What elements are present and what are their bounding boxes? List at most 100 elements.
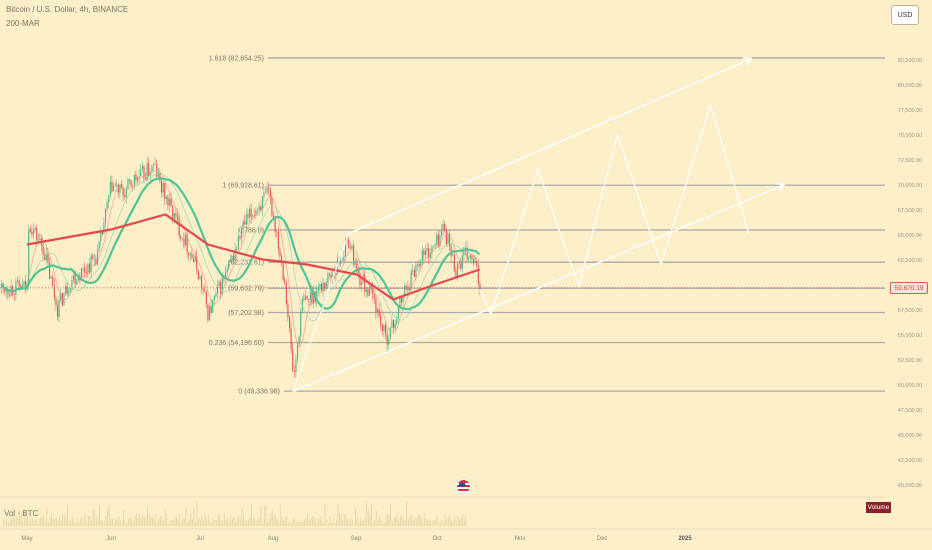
volume-bar xyxy=(126,522,128,526)
volume-bar xyxy=(116,519,118,526)
candle-body xyxy=(367,289,369,296)
candle-body xyxy=(389,327,391,339)
volume-bar xyxy=(388,514,390,526)
candle-body xyxy=(17,280,19,281)
time-axis-label: Jun xyxy=(106,536,116,542)
volume-bar xyxy=(348,521,350,526)
candle-body xyxy=(97,250,99,265)
volume-bar xyxy=(163,520,164,526)
price-axis-label: 65,000.00 xyxy=(898,233,922,239)
volume-bar xyxy=(236,519,238,526)
us-flag-icon[interactable] xyxy=(456,479,471,494)
volume-bar xyxy=(263,506,265,526)
volume-bar xyxy=(302,521,304,526)
candle-body xyxy=(268,187,270,189)
ma-200-line xyxy=(26,213,481,301)
volume-bar xyxy=(249,514,251,526)
candle-body xyxy=(250,208,252,217)
candle-body xyxy=(260,206,262,211)
candle-body xyxy=(324,282,326,289)
volume-bar xyxy=(265,504,267,526)
candle-body xyxy=(159,172,161,181)
volume-bar xyxy=(339,513,340,526)
volume-bar xyxy=(39,518,41,526)
candle-body xyxy=(241,229,243,239)
volume-bar xyxy=(153,517,155,526)
volume-bar xyxy=(414,517,416,526)
fib-label: 0.786 (6 xyxy=(238,228,264,235)
candle-body xyxy=(263,192,265,197)
candle-body xyxy=(175,212,177,216)
price-axis-label: 77,500.00 xyxy=(898,108,922,114)
volume-bar xyxy=(175,514,177,526)
time-axis-label: May xyxy=(21,536,32,542)
volume-bar xyxy=(404,519,406,526)
volume-bar xyxy=(73,520,75,526)
volume-bar xyxy=(52,518,54,526)
moving-averages xyxy=(0,168,481,348)
candle-body xyxy=(413,270,415,277)
volume-bar xyxy=(182,518,184,526)
volume-bar xyxy=(135,513,137,526)
candle-body xyxy=(93,258,95,260)
candle-body xyxy=(137,177,139,181)
candle-body xyxy=(92,255,94,260)
candle-body xyxy=(455,271,457,278)
candle-body xyxy=(100,231,102,242)
candle-body xyxy=(220,282,222,294)
candle-body xyxy=(36,228,38,240)
volume-bar xyxy=(374,520,376,526)
candle-body xyxy=(361,282,363,286)
candle-body xyxy=(244,221,246,225)
candle-body xyxy=(57,304,59,317)
candle-body xyxy=(197,269,199,280)
candle-body xyxy=(420,263,422,267)
volume-bar xyxy=(185,507,187,526)
volume-bar xyxy=(217,513,219,526)
candle-body xyxy=(463,250,465,256)
candle-body xyxy=(282,262,284,281)
volume-bar xyxy=(129,517,131,526)
candle-body xyxy=(385,324,387,334)
volume-bar xyxy=(457,515,459,526)
indicator-label[interactable]: 200-MAR xyxy=(6,19,40,28)
volume-bar xyxy=(420,516,422,526)
volume-bar xyxy=(49,516,51,526)
candle-body xyxy=(269,188,271,198)
candle-body xyxy=(452,254,454,256)
volume-bar xyxy=(151,515,153,526)
candle-body xyxy=(476,260,478,266)
volume-bar xyxy=(167,522,169,526)
volume-bar xyxy=(281,516,283,526)
volume-bar xyxy=(435,519,436,526)
volume-bar xyxy=(193,507,195,526)
currency-button[interactable]: USD xyxy=(891,5,919,25)
volume-bar xyxy=(315,518,316,526)
volume-bar xyxy=(201,515,203,526)
volume-bar xyxy=(28,521,30,526)
volume-bar xyxy=(345,514,347,526)
volume-bar xyxy=(371,504,372,526)
candle-body xyxy=(162,182,164,193)
volume-bar xyxy=(6,518,8,526)
candle-body xyxy=(133,174,135,187)
candle-body xyxy=(295,359,297,372)
candle-body xyxy=(266,187,268,193)
volume-bar xyxy=(118,515,120,526)
volume-bar xyxy=(103,520,105,526)
candle-body xyxy=(105,208,107,223)
volume-bar xyxy=(411,515,412,526)
volume-bar xyxy=(222,521,224,526)
volume-bar xyxy=(313,516,315,526)
volume-bar xyxy=(387,513,388,526)
candle-body xyxy=(124,195,126,197)
candle-body xyxy=(170,198,172,207)
volume-bar xyxy=(319,515,321,526)
volume-bar xyxy=(385,515,387,526)
volume-bar xyxy=(441,519,443,526)
volume-bar xyxy=(223,513,225,526)
volume-bar xyxy=(231,517,233,526)
candle-body xyxy=(95,258,97,265)
candle-body xyxy=(138,176,140,178)
